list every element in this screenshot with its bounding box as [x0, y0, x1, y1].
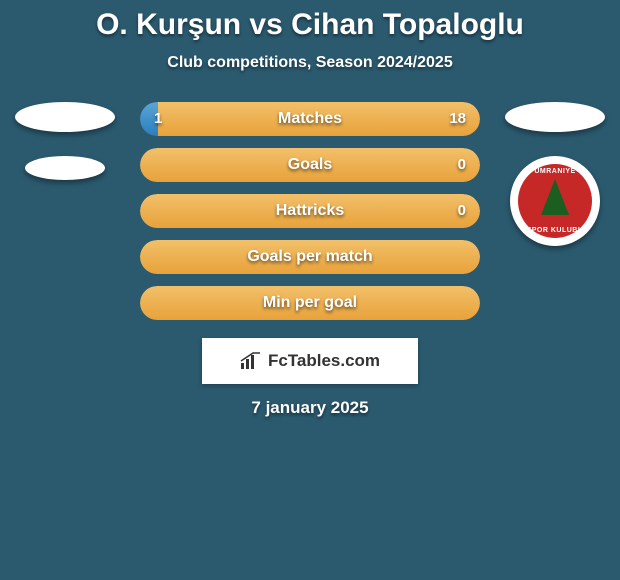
right-flag-1 — [505, 102, 605, 132]
bar-value-right: 0 — [458, 148, 466, 182]
bar-label: Goals — [140, 148, 480, 182]
bar-label: Hattricks — [140, 194, 480, 228]
left-flag-2 — [25, 156, 105, 180]
comparison-infographic: O. Kurşun vs Cihan Topaloglu Club compet… — [0, 0, 620, 418]
club-badge-text-top: UMRANIYE — [518, 168, 592, 175]
left-player-column — [10, 102, 120, 204]
bar-value-right: 18 — [449, 102, 466, 136]
club-badge-inner: UMRANIYE SPOR KULUBU — [518, 164, 592, 238]
page-title: O. Kurşun vs Cihan Topaloglu — [0, 8, 620, 42]
subtitle: Club competitions, Season 2024/2025 — [0, 54, 620, 72]
bar-label: Min per goal — [140, 286, 480, 320]
content-area: UMRANIYE SPOR KULUBU Matches118Goals0Hat… — [0, 102, 620, 418]
right-club-badge: UMRANIYE SPOR KULUBU — [510, 156, 600, 246]
chart-icon — [240, 352, 262, 370]
club-badge-text-bottom: SPOR KULUBU — [518, 227, 592, 234]
bar-label: Goals per match — [140, 240, 480, 274]
stat-row: Goals0 — [140, 148, 480, 182]
left-flag-1 — [15, 102, 115, 132]
bar-value-left: 1 — [154, 102, 162, 136]
stat-row: Matches1 18 — [140, 102, 480, 136]
bar-label: Matches — [140, 102, 480, 136]
stat-row: Min per goal — [140, 286, 480, 320]
stat-row: Goals per match — [140, 240, 480, 274]
date-text: 7 january 2025 — [0, 398, 620, 418]
right-player-column: UMRANIYE SPOR KULUBU — [500, 102, 610, 246]
stat-bars: Matches118Goals0Hattricks0Goals per matc… — [140, 102, 480, 320]
stat-row: Hattricks0 — [140, 194, 480, 228]
tree-icon — [541, 179, 569, 215]
brand-box: FcTables.com — [202, 338, 418, 384]
bar-value-right: 0 — [458, 194, 466, 228]
brand-text: FcTables.com — [268, 351, 380, 371]
